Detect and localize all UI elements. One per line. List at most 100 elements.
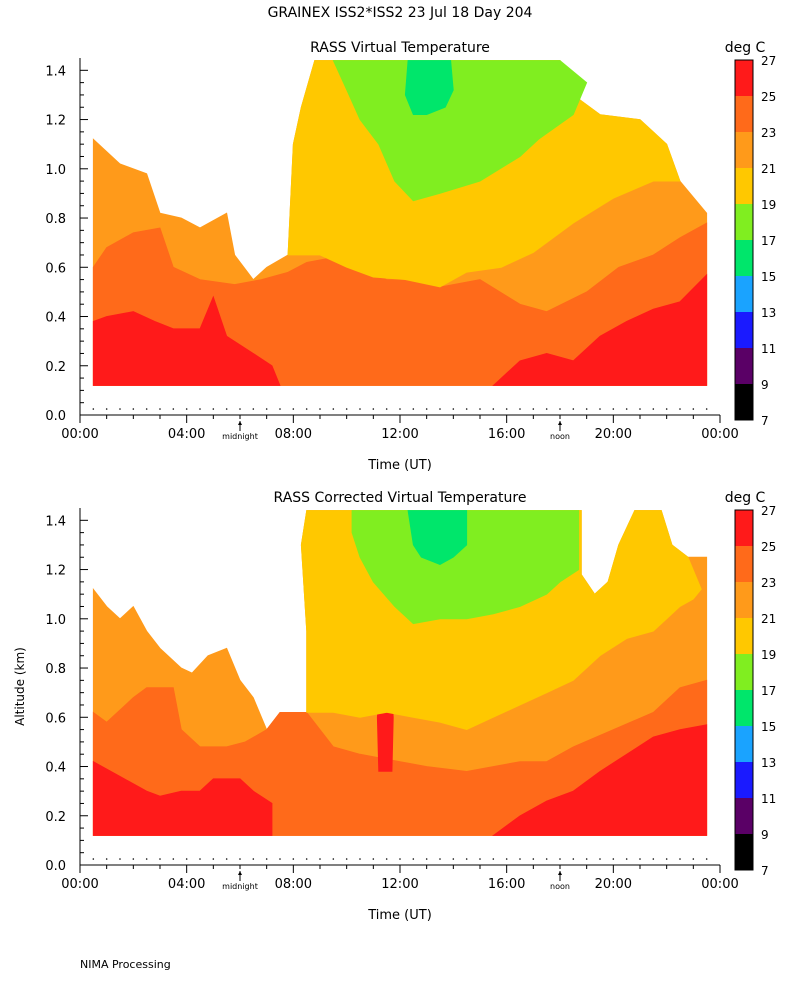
colorbar-segment: [735, 726, 753, 762]
sample-dot: [199, 858, 201, 860]
sample-dot: [265, 858, 268, 860]
sample-dot: [159, 408, 161, 410]
sample-dot: [465, 408, 468, 410]
y-tick-label: 0.6: [45, 711, 66, 726]
marker-label-noon: noon: [550, 432, 570, 441]
colorbar-label: 21: [761, 612, 776, 626]
sample-dot: [505, 408, 508, 410]
x-axis-label: Time (UT): [367, 458, 432, 473]
sample-dot: [665, 858, 668, 860]
sample-dot: [692, 408, 695, 410]
sample-dot: [372, 408, 375, 410]
marker-label-midnight: midnight: [222, 432, 258, 441]
colorbar-segment: [735, 240, 753, 276]
colorbar-segment: [735, 60, 753, 96]
colorbar-label: 9: [761, 828, 769, 842]
sample-dot: [505, 858, 508, 860]
y-tick-label: 0.8: [45, 662, 66, 677]
sample-dot: [439, 858, 441, 860]
sample-dot: [479, 858, 481, 860]
colorbar-segment: [735, 312, 753, 348]
colorbar-label: 25: [761, 540, 776, 554]
y-tick-label: 0.4: [45, 761, 66, 776]
x-tick-label: 16:00: [488, 427, 525, 442]
sample-dot: [279, 408, 281, 410]
sample-dot: [225, 408, 228, 410]
sample-dot: [92, 408, 95, 410]
colorbar-segment: [735, 348, 753, 384]
panel-title: RASS Virtual Temperature: [310, 40, 490, 56]
sample-dot: [252, 858, 255, 860]
sample-dot: [439, 408, 441, 410]
colorbar-segment: [735, 510, 753, 546]
x-tick-label: 00:00: [701, 877, 738, 892]
sample-dot: [612, 858, 615, 860]
colorbar-label: 21: [761, 162, 776, 176]
sample-dot: [385, 858, 388, 860]
x-tick-label: 12:00: [381, 877, 418, 892]
contour-region: [404, 60, 454, 115]
x-tick-label: 00:00: [701, 427, 738, 442]
sample-dot: [639, 408, 641, 410]
sample-dot: [452, 408, 455, 410]
colorbar-label: 15: [761, 270, 776, 284]
sample-dot: [239, 408, 241, 410]
contour-region: [407, 510, 468, 566]
sample-dot: [532, 408, 535, 410]
sample-dot: [345, 858, 348, 860]
sample-dot: [519, 858, 521, 860]
x-tick-label: 04:00: [168, 877, 205, 892]
y-tick-label: 0.4: [45, 311, 66, 326]
sample-dot: [572, 408, 575, 410]
sample-dot: [652, 858, 655, 860]
sample-dot: [559, 408, 561, 410]
sample-dot: [132, 858, 135, 860]
sample-dot: [599, 408, 601, 410]
sample-dot: [492, 858, 495, 860]
colorbar-units: deg C: [725, 490, 766, 506]
sample-dot: [145, 408, 148, 410]
sample-dot: [465, 858, 468, 860]
contour-region: [92, 760, 273, 836]
colorbar-segment: [735, 834, 753, 870]
marker-arrow: [558, 421, 562, 425]
colorbar-label: 11: [761, 792, 776, 806]
sample-dot: [119, 408, 121, 410]
sample-dot: [359, 408, 361, 410]
sample-dot: [105, 408, 108, 410]
y-tick-label: 1.0: [45, 163, 66, 178]
contour-region: [351, 510, 580, 625]
colorbar-segment: [735, 762, 753, 798]
sample-dot: [185, 858, 188, 860]
sample-dot: [705, 408, 708, 410]
sample-dot: [105, 858, 108, 860]
sample-dot: [305, 858, 308, 860]
sample-dot: [585, 408, 588, 410]
sample-dot: [585, 858, 588, 860]
contour-region: [492, 273, 708, 386]
x-tick-label: 16:00: [488, 877, 525, 892]
chart-panel-1: RASS Virtual Temperature 0.0 0.2 0.4 0.6 0.8 1…: [45, 40, 776, 473]
sample-dot: [332, 858, 335, 860]
marker-arrow: [238, 871, 242, 875]
x-tick-label: 20:00: [595, 427, 632, 442]
colorbar-segment: [735, 168, 753, 204]
sample-dot: [692, 858, 695, 860]
sample-dot: [212, 858, 215, 860]
sample-dot: [212, 408, 215, 410]
sample-dot: [239, 858, 241, 860]
sample-dot: [625, 858, 628, 860]
colorbar-label: 27: [761, 504, 776, 518]
colorbar-label: 13: [761, 306, 776, 320]
colorbar-label: 9: [761, 378, 769, 392]
sample-dot: [185, 408, 188, 410]
sample-dot: [92, 858, 95, 860]
x-tick-label: 08:00: [275, 877, 312, 892]
colorbar-frame: [734, 59, 754, 421]
sample-dot: [425, 408, 428, 410]
sample-dot: [145, 858, 148, 860]
sample-dot: [372, 858, 375, 860]
panel-title: RASS Corrected Virtual Temperature: [274, 490, 527, 506]
sample-dot: [225, 858, 228, 860]
y-tick-label: 1.2: [45, 114, 66, 129]
